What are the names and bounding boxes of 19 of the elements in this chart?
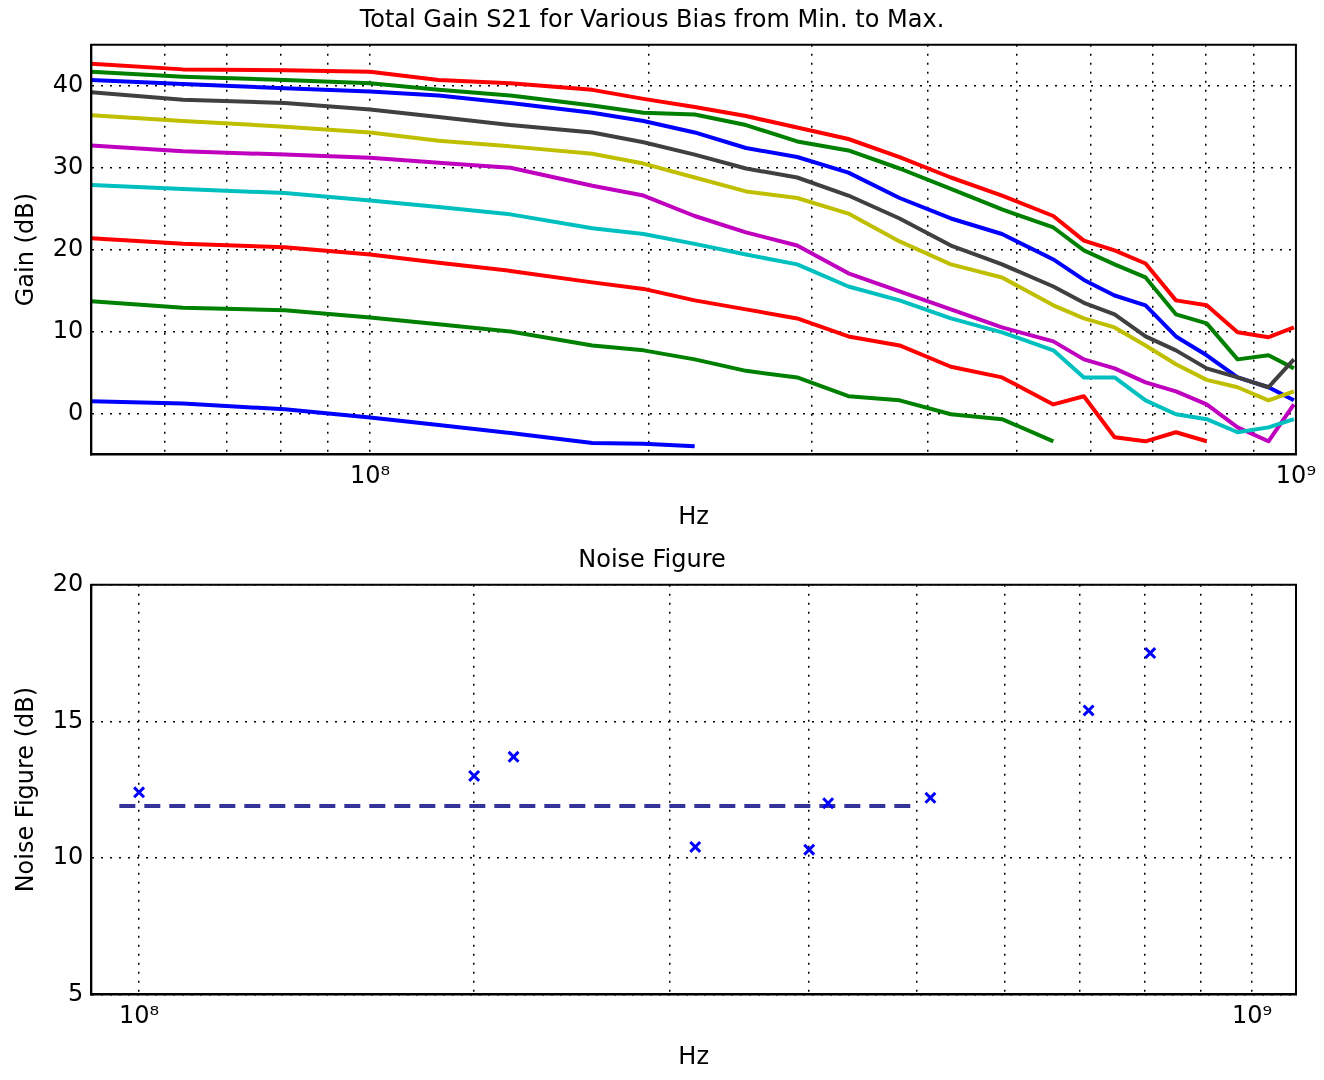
y-tick-label: 20 [52, 233, 84, 262]
chart-title: Noise Figure [578, 544, 726, 573]
y-tick-label: 15 [52, 705, 84, 734]
x-tick-label: 10⁹ [1232, 1001, 1273, 1030]
y-axis-title: Gain (dB) [10, 192, 39, 307]
x-axis-title: Hz [678, 501, 709, 530]
y-tick-label: 10 [52, 315, 84, 344]
y-tick-label: 10 [52, 842, 84, 871]
y-tick-label: 40 [52, 69, 84, 98]
chart-title: Total Gain S21 for Various Bias from Min. to Max. [358, 4, 945, 33]
x-tick-label: 10⁸ [118, 1001, 160, 1030]
y-tick-label: 5 [68, 978, 84, 1007]
x-tick-label: 10⁸ [349, 461, 391, 490]
y-tick-label: 20 [52, 569, 84, 598]
y-tick-label: 30 [52, 151, 84, 180]
x-tick-label: 10⁹ [1275, 461, 1317, 490]
y-tick-label: 0 [68, 397, 84, 426]
y-axis-title: Noise Figure (dB) [10, 686, 39, 893]
x-axis-title: Hz [678, 1041, 709, 1070]
